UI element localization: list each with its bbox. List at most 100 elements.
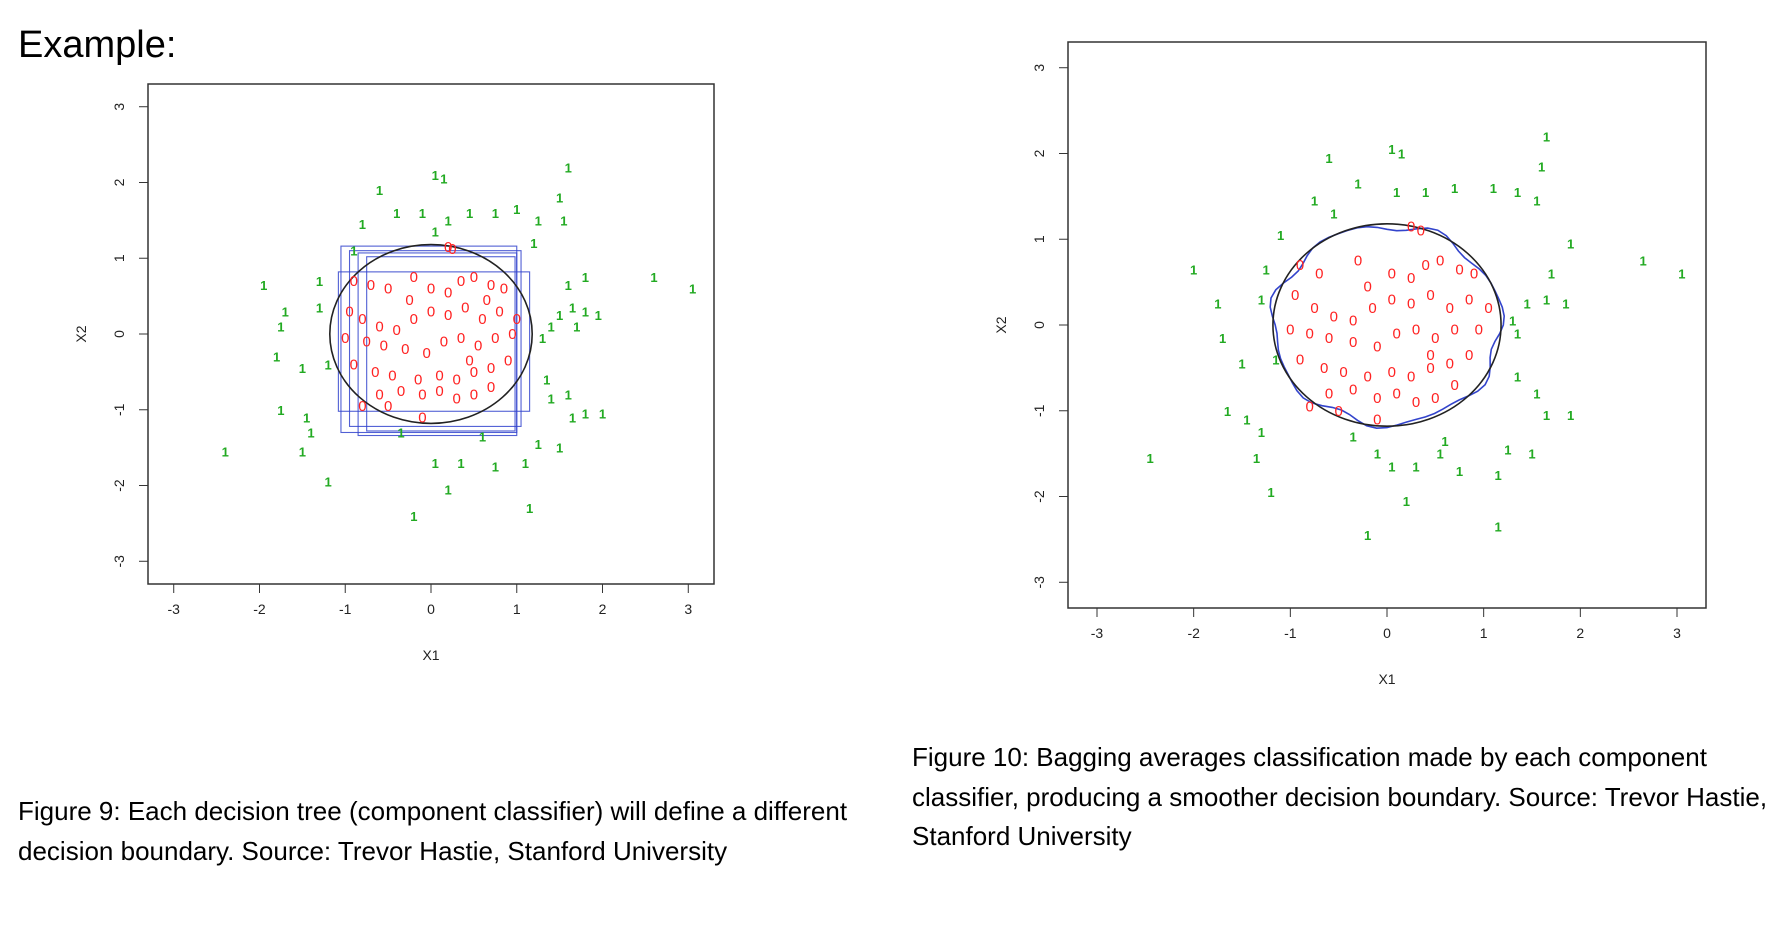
- class-zero-point: 0: [1484, 300, 1492, 317]
- class-zero-point: 0: [1421, 257, 1429, 274]
- class-one-point: 1: [1258, 292, 1265, 307]
- class-one-point: 1: [1238, 357, 1245, 372]
- class-zero-point: 0: [1436, 253, 1444, 270]
- class-zero-point: 0: [487, 360, 495, 377]
- class-one-point: 1: [492, 460, 499, 475]
- class-zero-point: 0: [1305, 326, 1313, 343]
- class-one-point: 1: [445, 482, 452, 497]
- class-zero-point: 0: [1325, 330, 1333, 347]
- class-one-point: 1: [1562, 297, 1569, 312]
- class-zero-point: 0: [1412, 394, 1420, 411]
- class-one-point: 1: [565, 160, 572, 175]
- y-tick-label: -1: [1031, 404, 1047, 417]
- class-zero-point: 0: [367, 277, 375, 294]
- class-zero-point: 0: [345, 303, 353, 320]
- x-axis-title: X1: [422, 647, 439, 663]
- y-axis-title: X2: [993, 316, 1009, 333]
- class-zero-point: 0: [448, 241, 456, 258]
- class-zero-point: 0: [491, 330, 499, 347]
- class-one-point: 1: [303, 410, 310, 425]
- class-zero-point: 0: [1373, 390, 1381, 407]
- class-zero-point: 0: [1315, 266, 1323, 283]
- class-zero-point: 0: [405, 292, 413, 309]
- class-zero-point: 0: [410, 269, 418, 286]
- class-zero-point: 0: [453, 371, 461, 388]
- class-one-point: 1: [1495, 520, 1502, 535]
- class-one-point: 1: [350, 244, 357, 259]
- class-zero-point: 0: [358, 311, 366, 328]
- x-tick-label: 3: [1673, 625, 1681, 641]
- class-zero-point: 0: [418, 409, 426, 426]
- class-one-point: 1: [556, 191, 563, 206]
- class-zero-point: 0: [1407, 296, 1415, 313]
- class-zero-point: 0: [384, 398, 392, 415]
- x-tick-label: -2: [1187, 625, 1200, 641]
- class-one-point: 1: [582, 407, 589, 422]
- class-zero-point: 0: [435, 383, 443, 400]
- class-one-point: 1: [595, 308, 602, 323]
- class-one-point: 1: [324, 475, 331, 490]
- class-one-point: 1: [359, 217, 366, 232]
- class-zero-point: 0: [401, 341, 409, 358]
- y-tick-label: -3: [1031, 576, 1047, 589]
- class-zero-point: 0: [371, 364, 379, 381]
- class-one-point: 1: [376, 183, 383, 198]
- y-tick-label: -2: [1031, 490, 1047, 503]
- class-zero-point: 0: [1450, 377, 1458, 394]
- class-one-point: 1: [1258, 425, 1265, 440]
- class-zero-point: 0: [457, 330, 465, 347]
- class-zero-point: 0: [1465, 347, 1473, 364]
- class-one-point: 1: [1514, 369, 1521, 384]
- class-zero-point: 0: [350, 356, 358, 373]
- class-one-point: 1: [1214, 297, 1221, 312]
- class-one-point: 1: [393, 206, 400, 221]
- class-zero-point: 0: [1373, 411, 1381, 428]
- class-one-point: 1: [565, 388, 572, 403]
- y-tick-label: 0: [111, 330, 127, 338]
- class-zero-point: 0: [483, 292, 491, 309]
- class-one-point: 1: [440, 172, 447, 187]
- class-one-point: 1: [1147, 451, 1154, 466]
- class-one-point: 1: [1311, 194, 1318, 209]
- class-zero-point: 0: [363, 334, 371, 351]
- class-zero-point: 0: [465, 353, 473, 370]
- x-tick-label: 1: [513, 601, 521, 617]
- class-zero-point: 0: [380, 337, 388, 354]
- true-circular-boundary: [1272, 223, 1502, 427]
- bagged-decision-boundary: [1269, 225, 1506, 430]
- class-one-point: 1: [556, 441, 563, 456]
- class-one-point: 1: [1219, 331, 1226, 346]
- class-one-point: 1: [689, 282, 696, 297]
- class-one-point: 1: [513, 202, 520, 217]
- class-zero-point: 0: [1339, 364, 1347, 381]
- class-one-point: 1: [565, 278, 572, 293]
- class-zero-point: 0: [1475, 321, 1483, 338]
- class-one-point: 1: [307, 425, 314, 440]
- class-one-point: 1: [543, 372, 550, 387]
- class-zero-point: 0: [1305, 398, 1313, 415]
- class-zero-point: 0: [478, 311, 486, 328]
- class-zero-point: 0: [1334, 403, 1342, 420]
- class-one-point: 1: [1388, 142, 1395, 157]
- tree-decision-boundary: [366, 256, 516, 432]
- class-one-point: 1: [432, 225, 439, 240]
- class-one-point: 1: [1456, 464, 1463, 479]
- figure10-caption: Figure 10: Bagging averages classificati…: [912, 742, 1768, 852]
- class-zero-point: 0: [1296, 351, 1304, 368]
- class-one-point: 1: [1403, 494, 1410, 509]
- y-axis-title: X2: [73, 325, 89, 342]
- class-one-point: 1: [273, 350, 280, 365]
- class-one-point: 1: [1267, 485, 1274, 500]
- class-one-point: 1: [530, 236, 537, 251]
- x-tick-label: -1: [1284, 625, 1297, 641]
- true-circular-boundary: [329, 243, 533, 425]
- class-one-point: 1: [1350, 429, 1357, 444]
- y-tick-label: 1: [1031, 235, 1047, 243]
- class-one-point: 1: [573, 319, 580, 334]
- class-zero-point: 0: [1363, 368, 1371, 385]
- class-one-point: 1: [1277, 228, 1284, 243]
- class-one-point: 1: [1224, 404, 1231, 419]
- class-one-point: 1: [277, 403, 284, 418]
- class-one-point: 1: [1272, 352, 1279, 367]
